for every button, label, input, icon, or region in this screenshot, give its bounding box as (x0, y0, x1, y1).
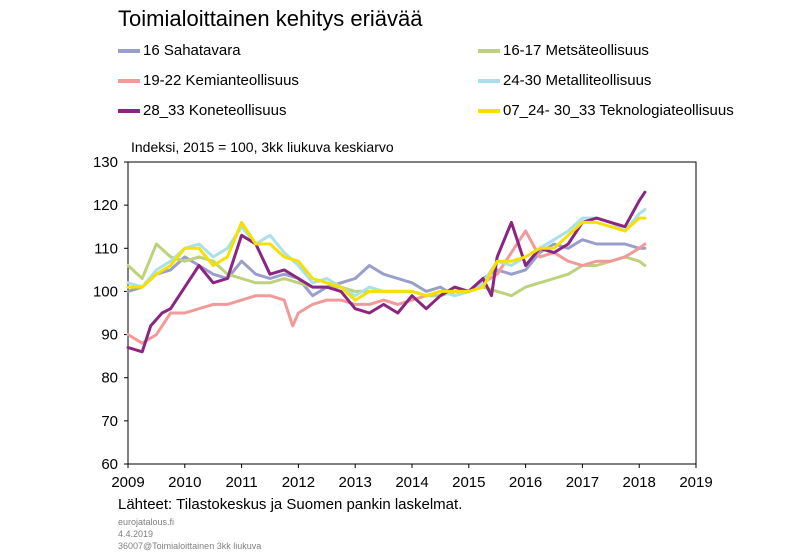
series-line-metalliteollisuus (126, 208, 647, 298)
legend-label: 28_33 Koneteollisuus (143, 102, 287, 119)
legend-swatch (478, 48, 500, 53)
legend-item-metsateollisuus: 16-17 Metsäteollisuus (478, 42, 649, 59)
legend-label: 16 Sahatavara (143, 42, 241, 59)
legend-swatch (118, 108, 140, 113)
legend-label: 07_24- 30_33 Teknologiateollisuus (503, 102, 734, 119)
x-tick-label: 2013 (339, 474, 372, 491)
x-tick-label: 2012 (282, 474, 315, 491)
x-tick-label: 2016 (509, 474, 542, 491)
chart-title: Toimialoittainen kehitys eriävää (118, 6, 423, 31)
x-tick-label: 2015 (452, 474, 485, 491)
legend-item-sahatavara: 16 Sahatavara (118, 42, 241, 59)
y-tick-label: 90 (101, 327, 118, 344)
y-tick-label: 70 (101, 413, 118, 430)
x-tick-label: 2009 (111, 474, 144, 491)
meta-site: eurojatalous.fi (118, 517, 175, 527)
y-tick-label: 60 (101, 456, 118, 473)
legend-swatch (118, 78, 140, 83)
y-tick-label: 80 (101, 370, 118, 387)
legend-swatch (118, 48, 140, 53)
legend-label: 19-22 Kemianteollisuus (143, 72, 299, 89)
legend-item-koneteollisuus: 28_33 Koneteollisuus (118, 102, 286, 119)
legend-item-metalliteollisuus: 24-30 Metalliteollisuus (478, 72, 651, 89)
legend-item-teknologiateollisuus: 07_24- 30_33 Teknologiateollisuus (478, 102, 734, 119)
y-tick-label: 100 (93, 283, 118, 300)
legend-swatch (478, 108, 500, 113)
x-tick-label: 2011 (225, 474, 257, 491)
series-line-kemianteollisuus (126, 229, 647, 345)
legend-swatch (478, 78, 500, 83)
x-tick-label: 2010 (168, 474, 201, 491)
legend-label: 16-17 Metsäteollisuus (503, 42, 649, 59)
x-tick-label: 2019 (679, 474, 712, 491)
legend-item-kemianteollisuus: 19-22 Kemianteollisuus (118, 72, 299, 89)
sources-note: Lähteet: Tilastokeskus ja Suomen pankin … (118, 496, 463, 513)
chart-subtitle: Indeksi, 2015 = 100, 3kk liukuva keskiar… (131, 139, 394, 155)
meta-date: 4.4.2019 (118, 529, 154, 539)
series-line-teknologiateollisuus (126, 216, 647, 302)
plot-frame (127, 161, 697, 465)
y-tick-label: 130 (93, 154, 118, 171)
y-tick-label: 120 (93, 197, 118, 214)
x-tick-label: 2014 (395, 474, 428, 491)
x-tick-label: 2018 (623, 474, 656, 491)
legend-label: 24-30 Metalliteollisuus (503, 72, 652, 89)
meta-file: 36007@Toimialoittainen 3kk liukuva (118, 541, 262, 551)
y-tick-label: 110 (94, 240, 118, 257)
series-line-sahatavara (126, 238, 647, 298)
x-tick-label: 2017 (566, 474, 599, 491)
series-line-koneteollisuus (126, 190, 647, 354)
